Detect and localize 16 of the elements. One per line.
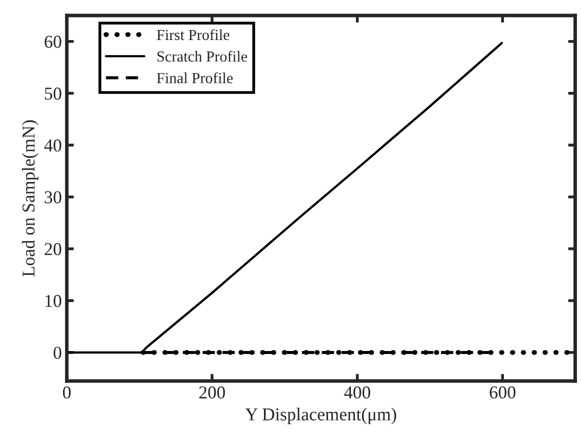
x-tick-label: 600 — [490, 386, 516, 399]
legend-label: First Profile — [156, 29, 230, 40]
legend-label: Final Profile — [156, 72, 233, 84]
y-tick-label: 60 — [44, 36, 62, 48]
y-axis-title: Load on Sample(mN) — [22, 120, 38, 276]
y-tick-label: 50 — [44, 88, 62, 100]
y-tick-label: 10 — [45, 294, 62, 308]
y-tick-label: 30 — [44, 191, 62, 204]
x-axis-title: Y Displacement(μm) — [245, 408, 396, 424]
x-tick-label: 0 — [62, 386, 71, 399]
x-tick-label: 200 — [199, 386, 225, 399]
y-tick-label: 20 — [44, 243, 62, 256]
legend-label: Scratch Profile — [157, 50, 248, 62]
y-tick-label: 0 — [54, 346, 62, 359]
y-tick-label: 40 — [44, 139, 62, 152]
x-tick-label: 400 — [344, 386, 370, 399]
